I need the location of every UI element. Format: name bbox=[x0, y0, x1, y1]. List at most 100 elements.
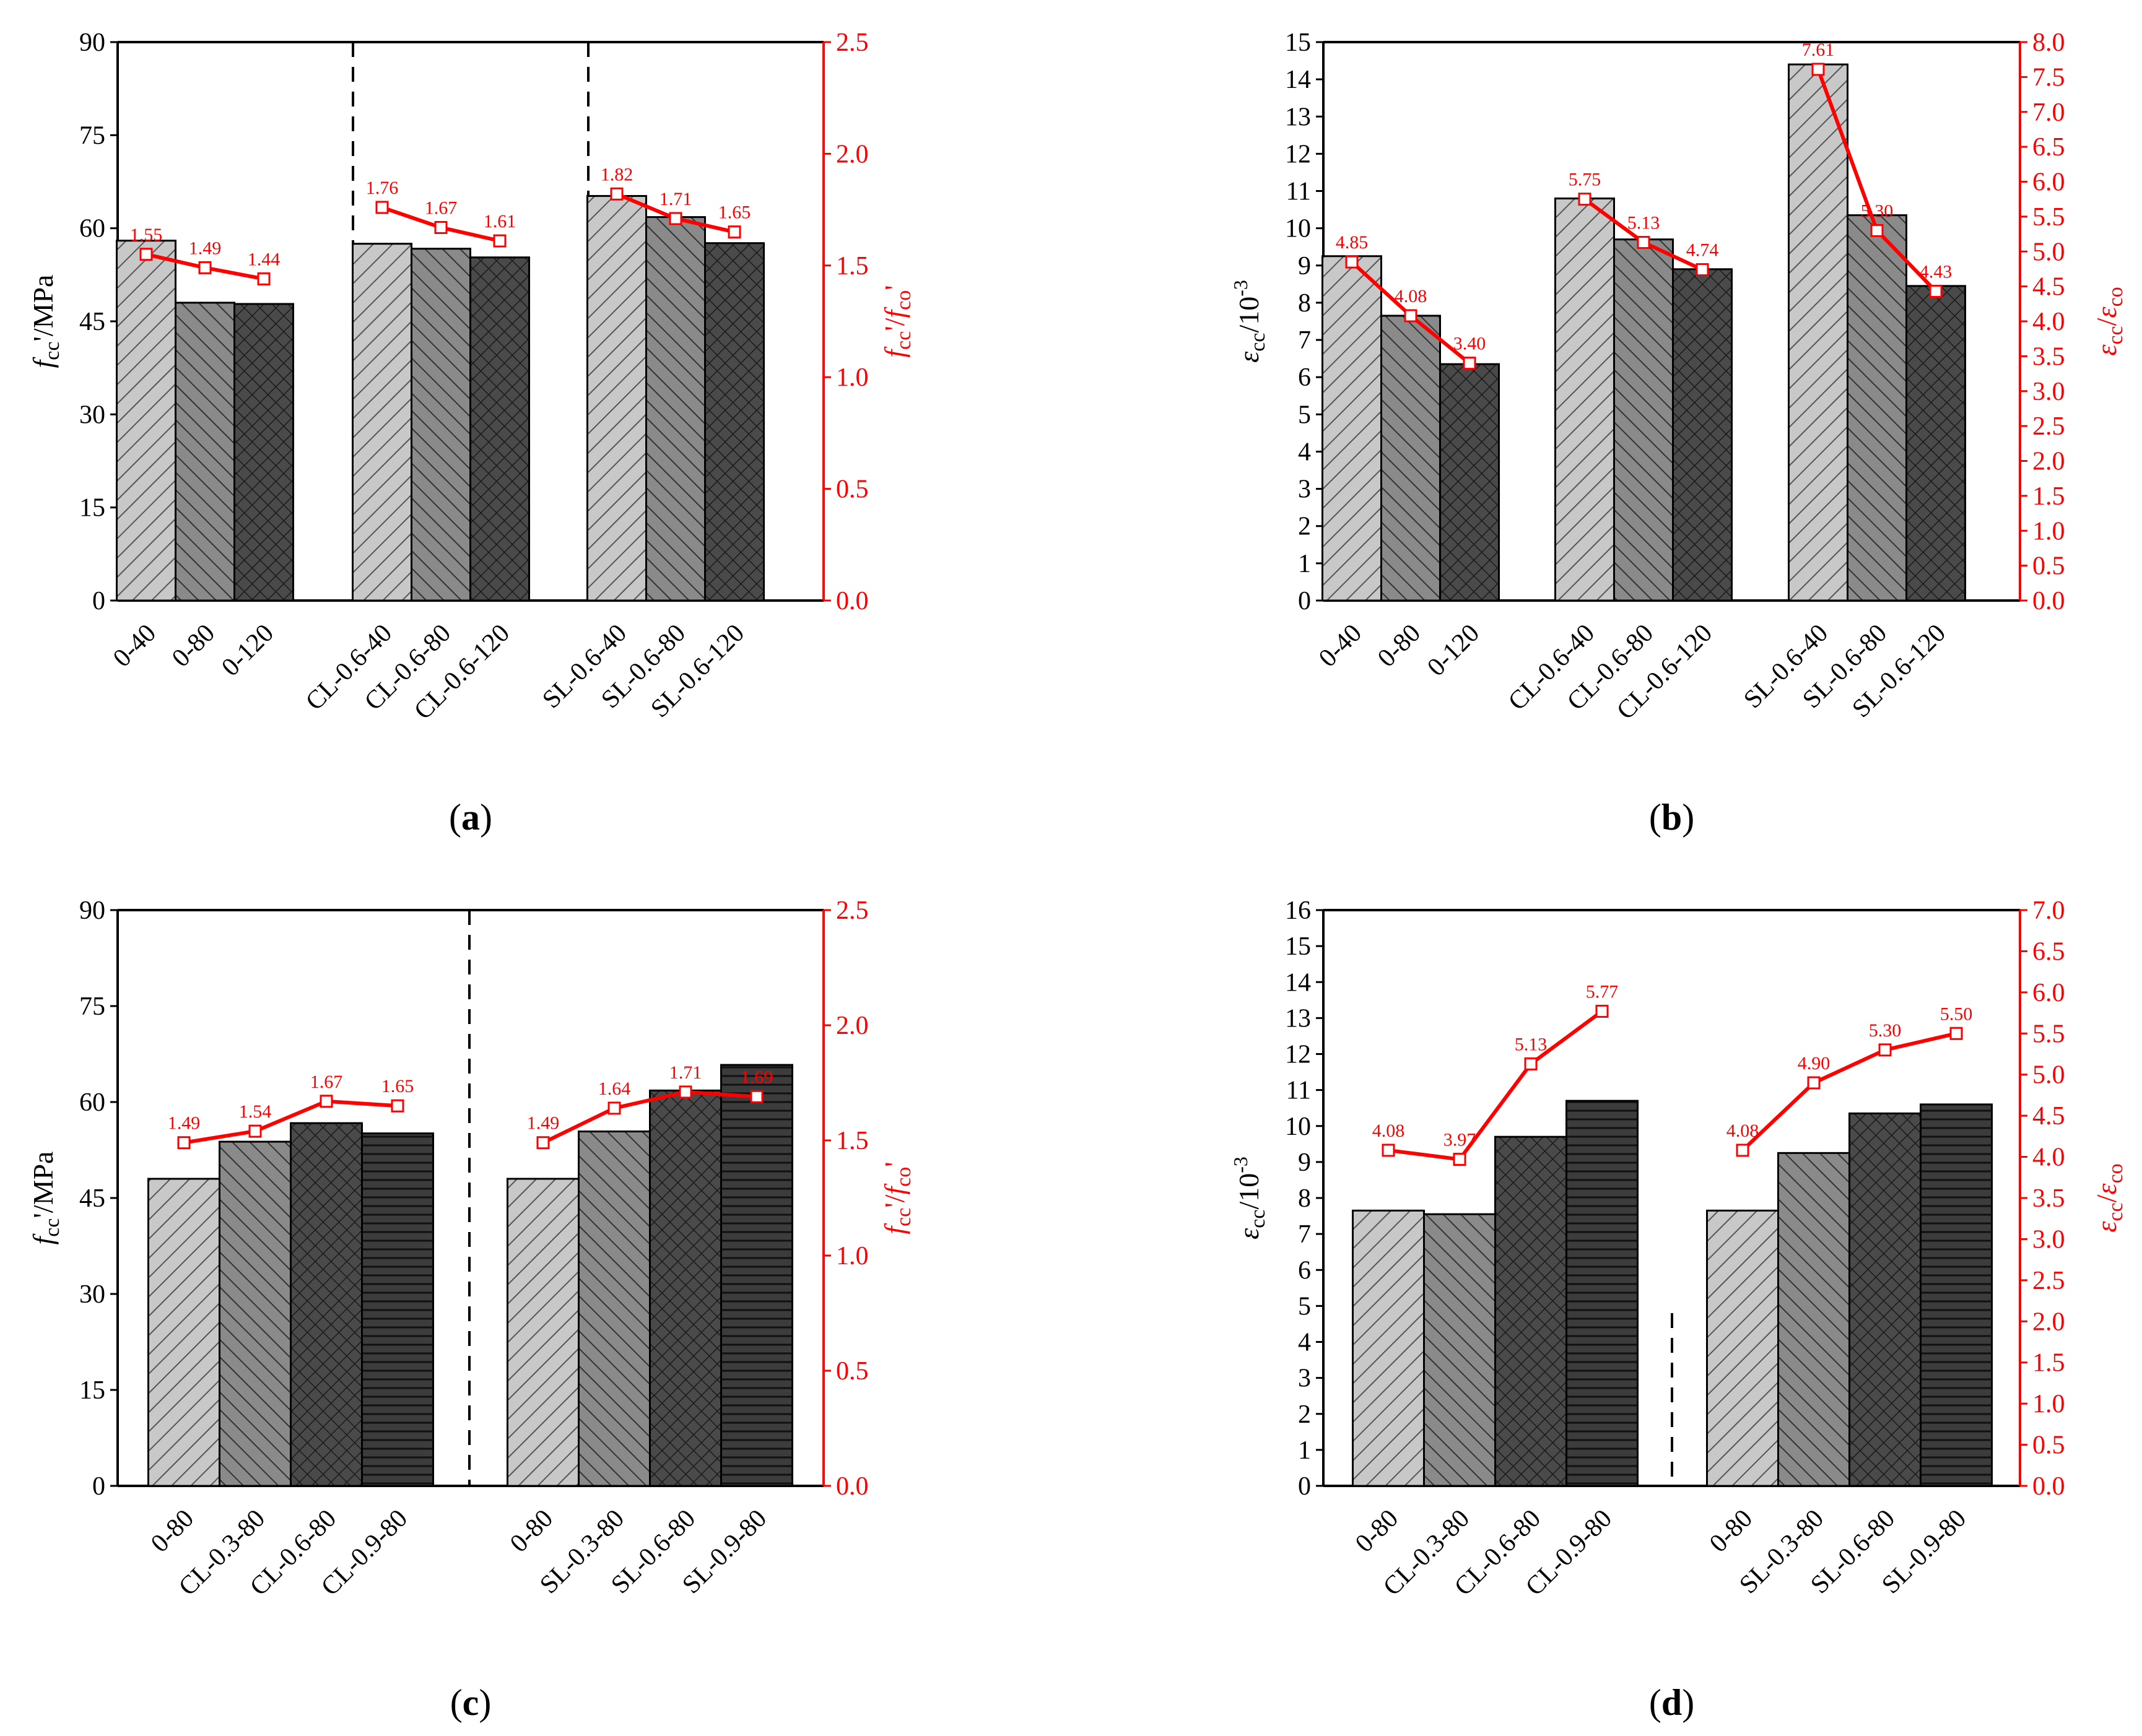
y-tick-label: 30 bbox=[79, 1280, 105, 1309]
y-tick-label: 45 bbox=[79, 1184, 105, 1213]
y-tick-label: 11 bbox=[1286, 1077, 1311, 1105]
ratio-value-label: 3.97 bbox=[1443, 1130, 1476, 1150]
y2-tick-label: 2.5 bbox=[2032, 412, 2065, 441]
y-axis-title: fcc'/MPa bbox=[27, 275, 64, 368]
y2-tick-label: 0.0 bbox=[2032, 587, 2065, 615]
y-axis-title: fcc'/MPa bbox=[27, 1152, 64, 1245]
bar bbox=[219, 1140, 292, 1487]
y2-tick-label: 4.0 bbox=[2032, 1144, 2065, 1172]
y2-tick-label: 0.0 bbox=[836, 587, 869, 615]
bar bbox=[1788, 63, 1848, 602]
bar bbox=[1423, 1213, 1496, 1487]
y2-tick-label: 1.0 bbox=[2032, 1390, 2065, 1418]
bar bbox=[1380, 315, 1441, 602]
y2-axis-title: fcc'/fco' bbox=[879, 1161, 915, 1234]
y-tick-label: 75 bbox=[79, 121, 105, 150]
bar bbox=[1352, 1209, 1425, 1487]
y2-tick-label: 0.5 bbox=[2032, 1431, 2065, 1460]
y2-tick-label: 8.0 bbox=[2032, 28, 2065, 57]
y2-tick-label: 5.5 bbox=[2032, 1020, 2065, 1048]
ratio-marker bbox=[1637, 236, 1650, 250]
y-tick-label: 2 bbox=[1298, 513, 1311, 541]
y2-tick-label: 1.0 bbox=[2032, 517, 2065, 545]
ratio-value-label: 4.08 bbox=[1395, 286, 1427, 306]
ratio-value-label: 1.65 bbox=[381, 1076, 414, 1096]
y-tick-label: 30 bbox=[79, 401, 105, 429]
ratio-marker bbox=[1578, 193, 1591, 206]
bar bbox=[1494, 1135, 1567, 1487]
x-tick-label: 0-80 bbox=[146, 1504, 199, 1558]
bar bbox=[507, 1178, 580, 1487]
ratio-marker bbox=[257, 272, 271, 285]
y2-tick-label: 0.0 bbox=[2032, 1472, 2065, 1501]
ratio-marker bbox=[536, 1136, 550, 1150]
y2-tick-label: 2.0 bbox=[2032, 448, 2065, 476]
y-tick-label: 1 bbox=[1298, 550, 1311, 578]
ratio-value-label: 1.64 bbox=[598, 1078, 631, 1099]
ratio-value-label: 3.40 bbox=[1453, 334, 1486, 354]
ratio-value-label: 1.69 bbox=[741, 1067, 773, 1087]
bar bbox=[578, 1131, 651, 1487]
bar bbox=[586, 195, 647, 602]
bar bbox=[645, 216, 706, 602]
y2-tick-label: 1.0 bbox=[836, 363, 869, 392]
ratio-marker bbox=[610, 187, 624, 201]
y-tick-label: 60 bbox=[79, 215, 105, 243]
y2-tick-label: 2.0 bbox=[836, 140, 869, 168]
y2-tick-label: 2.0 bbox=[2032, 1308, 2065, 1336]
y-tick-label: 5 bbox=[1298, 1292, 1311, 1321]
ratio-value-label: 5.77 bbox=[1586, 981, 1619, 1002]
y2-tick-label: 4.5 bbox=[2032, 1102, 2065, 1131]
panel-label: (a) bbox=[449, 797, 492, 838]
y-tick-label: 0 bbox=[92, 587, 105, 615]
ratio-marker bbox=[1463, 357, 1476, 370]
y-tick-label: 15 bbox=[79, 494, 105, 523]
ratio-value-label: 5.30 bbox=[1869, 1020, 1902, 1041]
ratio-value-label: 1.65 bbox=[718, 202, 751, 223]
y-axis-title: εcc/10-3 bbox=[1229, 280, 1269, 363]
ratio-value-label: 1.54 bbox=[239, 1101, 272, 1122]
ratio-marker bbox=[1807, 1076, 1821, 1090]
ratio-marker bbox=[391, 1099, 404, 1113]
y2-tick-label: 6.0 bbox=[2032, 979, 2065, 1007]
y2-tick-label: 2.5 bbox=[2032, 1267, 2065, 1295]
y2-tick-label: 0.5 bbox=[836, 475, 869, 504]
bar bbox=[147, 1178, 220, 1487]
ratio-marker bbox=[1382, 1144, 1395, 1157]
y-tick-label: 8 bbox=[1298, 289, 1311, 318]
ratio-marker bbox=[1870, 224, 1884, 237]
ratio-line bbox=[183, 1099, 398, 1145]
y-tick-label: 13 bbox=[1285, 1004, 1311, 1033]
y-tick-label: 0 bbox=[92, 1472, 105, 1501]
ratio-value-label: 1.71 bbox=[660, 189, 692, 209]
y-tick-label: 5 bbox=[1298, 401, 1311, 429]
y2-tick-label: 7.5 bbox=[2032, 63, 2065, 92]
y-tick-label: 15 bbox=[1285, 28, 1311, 57]
y2-tick-label: 3.5 bbox=[2032, 342, 2065, 371]
y-tick-label: 11 bbox=[1286, 178, 1311, 206]
ratio-marker bbox=[248, 1124, 262, 1138]
ratio-value-label: 1.76 bbox=[366, 178, 399, 198]
ratio-marker bbox=[1404, 309, 1417, 323]
ratio-marker bbox=[177, 1136, 191, 1150]
y2-tick-label: 2.5 bbox=[836, 28, 869, 57]
y-tick-label: 45 bbox=[79, 308, 105, 336]
ratio-marker bbox=[669, 212, 682, 225]
bar bbox=[290, 1122, 363, 1487]
y-tick-label: 7 bbox=[1298, 326, 1311, 355]
bar bbox=[649, 1089, 722, 1487]
bar bbox=[116, 240, 176, 602]
bar bbox=[1565, 1100, 1639, 1487]
y2-tick-label: 6.5 bbox=[2032, 937, 2065, 966]
y-tick-label: 6 bbox=[1298, 363, 1311, 392]
panel-label: (c) bbox=[450, 1682, 492, 1723]
chart-panel-c: 0 15 30 45 60 75 90 0.0 0.5 1.0 1.5 2.0 2.5 fcc'/MPa f… bbox=[27, 896, 915, 1723]
y-tick-label: 3 bbox=[1298, 1365, 1311, 1393]
ratio-value-label: 1.61 bbox=[484, 211, 516, 232]
ratio-line bbox=[1388, 1010, 1603, 1161]
bar bbox=[352, 243, 412, 602]
y2-tick-label: 0.0 bbox=[836, 1472, 869, 1501]
y2-axis-title: εcc/εco bbox=[2091, 287, 2127, 355]
ratio-line bbox=[1741, 1031, 1957, 1152]
